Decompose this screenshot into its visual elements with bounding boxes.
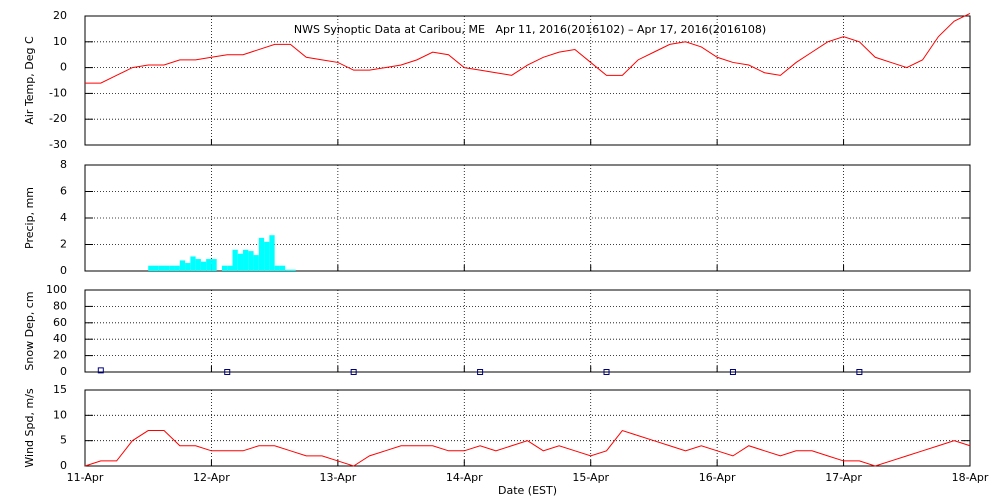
x-tick-label: 12-Apr xyxy=(193,471,230,484)
y-tick-label: 20 xyxy=(53,9,67,22)
y-tick-label: 10 xyxy=(53,35,67,48)
snow-marker xyxy=(729,369,736,375)
precip-bar xyxy=(153,265,159,271)
snow-marker xyxy=(603,369,610,375)
y-axis-label: Precip, mm xyxy=(23,187,36,249)
precip-bar xyxy=(185,263,191,271)
x-tick-label: 16-Apr xyxy=(699,471,736,484)
x-tick-label: 17-Apr xyxy=(825,471,862,484)
y-axis-label: Air Temp, Deg C xyxy=(23,36,36,125)
y-tick-label: -10 xyxy=(49,86,67,99)
y-tick-label: 0 xyxy=(60,459,67,472)
y-tick-label: 15 xyxy=(53,383,67,396)
precip-bar xyxy=(174,265,180,271)
plot-frame xyxy=(84,389,971,467)
precip-bar xyxy=(269,235,275,271)
x-tick-label: 11-Apr xyxy=(67,471,104,484)
plot-frame xyxy=(84,15,971,146)
x-tick-label: 13-Apr xyxy=(319,471,356,484)
chart-title: NWS Synoptic Data at Caribou, ME Apr 11,… xyxy=(294,23,766,36)
y-tick-label: 60 xyxy=(53,316,67,329)
data-line xyxy=(85,12,971,84)
precip-bar xyxy=(206,259,212,271)
x-tick-label: 14-Apr xyxy=(446,471,483,484)
snow-marker xyxy=(224,369,231,375)
y-axis-label: Wind Spd, m/s xyxy=(23,388,36,468)
y-tick-label: 5 xyxy=(60,434,67,447)
precip-bar xyxy=(279,265,286,271)
precip-bar xyxy=(200,261,207,271)
y-tick-label: 6 xyxy=(60,185,67,198)
precip-bar xyxy=(253,255,259,271)
data-line xyxy=(84,429,971,467)
y-axis-label: Snow Dep, cm xyxy=(23,291,36,370)
precip-bar xyxy=(158,265,165,271)
x-axis-label: Date (EST) xyxy=(498,484,557,497)
precip-bar xyxy=(190,256,196,271)
y-tick-label: 0 xyxy=(60,61,67,74)
precip-bar xyxy=(290,269,296,271)
snow-marker xyxy=(856,369,863,375)
precip-bar xyxy=(169,265,175,271)
y-tick-label: 10 xyxy=(53,408,67,421)
precip-bar xyxy=(264,241,270,271)
y-tick-label: 8 xyxy=(60,158,67,171)
precip-bar xyxy=(164,265,170,271)
y-tick-label: 40 xyxy=(53,332,67,345)
precip-bar xyxy=(237,253,244,271)
precip-bar xyxy=(243,249,249,271)
precip-bar xyxy=(211,259,217,271)
y-tick-label: 0 xyxy=(60,365,67,378)
precip-bar xyxy=(221,265,228,271)
precip-bar xyxy=(232,249,238,271)
y-tick-label: 20 xyxy=(53,349,67,362)
precip-bar xyxy=(274,265,280,271)
plot-frame xyxy=(84,289,971,373)
x-tick-label: 18-Apr xyxy=(952,471,989,484)
snow-marker xyxy=(350,369,357,375)
y-tick-label: -30 xyxy=(49,138,67,151)
y-tick-label: -20 xyxy=(49,112,67,125)
y-tick-label: 2 xyxy=(60,238,67,251)
y-tick-label: 4 xyxy=(60,211,67,224)
y-tick-label: 80 xyxy=(53,299,67,312)
precip-bar xyxy=(227,265,233,271)
y-tick-label: 100 xyxy=(46,283,67,296)
precip-bar xyxy=(248,251,254,271)
x-tick-label: 15-Apr xyxy=(572,471,609,484)
snow-marker xyxy=(97,367,104,374)
y-tick-label: 0 xyxy=(60,264,67,277)
precip-bar xyxy=(179,260,186,271)
precip-bar xyxy=(258,237,265,271)
precip-bar xyxy=(195,259,201,271)
snow-marker xyxy=(477,369,484,375)
precip-bar xyxy=(148,265,154,271)
precip-bar xyxy=(285,269,291,271)
